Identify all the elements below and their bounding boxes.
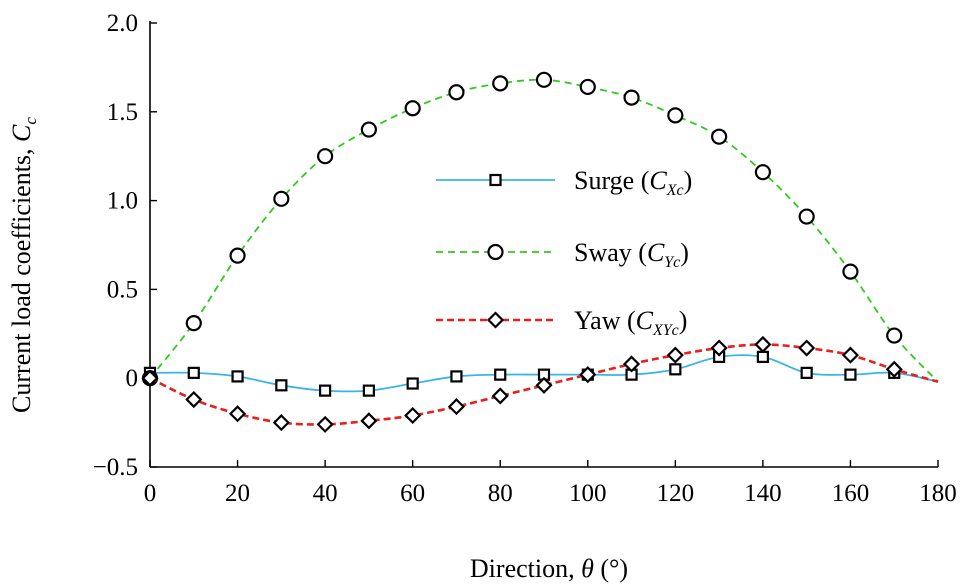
data-point xyxy=(754,335,772,354)
data-point xyxy=(185,315,202,332)
data-point xyxy=(406,377,419,390)
data-point xyxy=(319,384,332,397)
data-point xyxy=(666,346,684,364)
data-point xyxy=(622,355,641,373)
data-point xyxy=(844,368,857,381)
data-point xyxy=(841,346,860,364)
data-point xyxy=(798,208,815,225)
data-point xyxy=(492,75,509,92)
x-tick-label: 120 xyxy=(657,480,695,507)
x-tick-label: 180 xyxy=(919,480,957,507)
data-point xyxy=(228,405,247,423)
y-tick-label: 2.0 xyxy=(107,10,138,37)
legend: Surge (CXc) Sway (CYc) Yaw (CXYc) xyxy=(436,166,692,339)
data-point xyxy=(535,71,553,88)
data-point xyxy=(362,384,375,397)
data-point xyxy=(491,387,509,405)
legend-marker xyxy=(487,243,504,261)
series-line xyxy=(149,78,939,383)
legend-label: Sway (CYc) xyxy=(574,238,689,271)
x-tick-label: 0 xyxy=(144,480,157,507)
data-point xyxy=(231,370,244,383)
data-point xyxy=(579,366,597,384)
data-point xyxy=(317,148,334,165)
x-tick-label: 160 xyxy=(832,480,870,507)
y-tick-label: 1.0 xyxy=(107,188,138,215)
axes: −0.500.51.01.52.00 20 40 60 80 100 120 140 160 18… xyxy=(93,10,957,507)
data-point xyxy=(756,350,769,363)
x-tick-label: 40 xyxy=(313,480,338,507)
data-point xyxy=(623,89,640,106)
data-point xyxy=(711,128,728,145)
legend-entry: Surge (CXc) xyxy=(436,166,692,199)
data-point xyxy=(447,398,466,416)
series-diamond xyxy=(141,335,939,433)
x-tick-label: 60 xyxy=(400,480,425,507)
x-tick-label: 80 xyxy=(488,480,513,507)
data-point xyxy=(798,339,816,357)
data-point xyxy=(710,339,728,357)
data-point xyxy=(667,107,684,124)
data-point xyxy=(886,327,903,344)
data-point xyxy=(842,263,859,280)
series-layer xyxy=(141,71,939,433)
data-point xyxy=(141,369,159,387)
legend-marker xyxy=(489,173,502,187)
legend-entry: Sway (CYc) xyxy=(436,238,689,271)
data-point xyxy=(494,368,507,381)
data-point xyxy=(579,78,596,96)
data-point xyxy=(316,415,334,433)
legend-label: Surge (CXc) xyxy=(574,166,692,199)
y-tick-label: 1.5 xyxy=(107,99,138,126)
data-point xyxy=(754,164,771,181)
data-point xyxy=(275,379,288,392)
data-point xyxy=(535,376,553,394)
data-point xyxy=(272,414,290,432)
data-point xyxy=(187,366,200,379)
data-point xyxy=(185,390,203,409)
data-point xyxy=(360,121,377,138)
data-point xyxy=(229,247,246,264)
x-tick-label: 140 xyxy=(744,480,782,507)
data-point xyxy=(669,363,682,376)
legend-marker xyxy=(486,311,505,329)
x-axis-label: Direction, θ (°) xyxy=(470,554,628,583)
y-axis-label: Current load coefficients, Cc xyxy=(7,117,40,413)
data-point xyxy=(885,360,903,378)
legend-label: Yaw (CXYc) xyxy=(574,306,687,339)
data-point xyxy=(448,84,465,101)
x-tick-label: 100 xyxy=(569,480,607,507)
data-point xyxy=(360,412,378,430)
data-point xyxy=(404,406,422,425)
x-tick-label: 20 xyxy=(225,480,250,507)
data-point xyxy=(404,100,421,117)
data-point xyxy=(800,366,813,379)
y-tick-label: 0 xyxy=(126,365,139,392)
y-tick-label: −0.5 xyxy=(93,454,138,481)
series-circle xyxy=(141,71,939,387)
legend-entry: Yaw (CXYc) xyxy=(436,306,687,339)
y-tick-label: 0.5 xyxy=(107,276,138,303)
data-point xyxy=(273,190,290,207)
data-point xyxy=(450,370,463,383)
